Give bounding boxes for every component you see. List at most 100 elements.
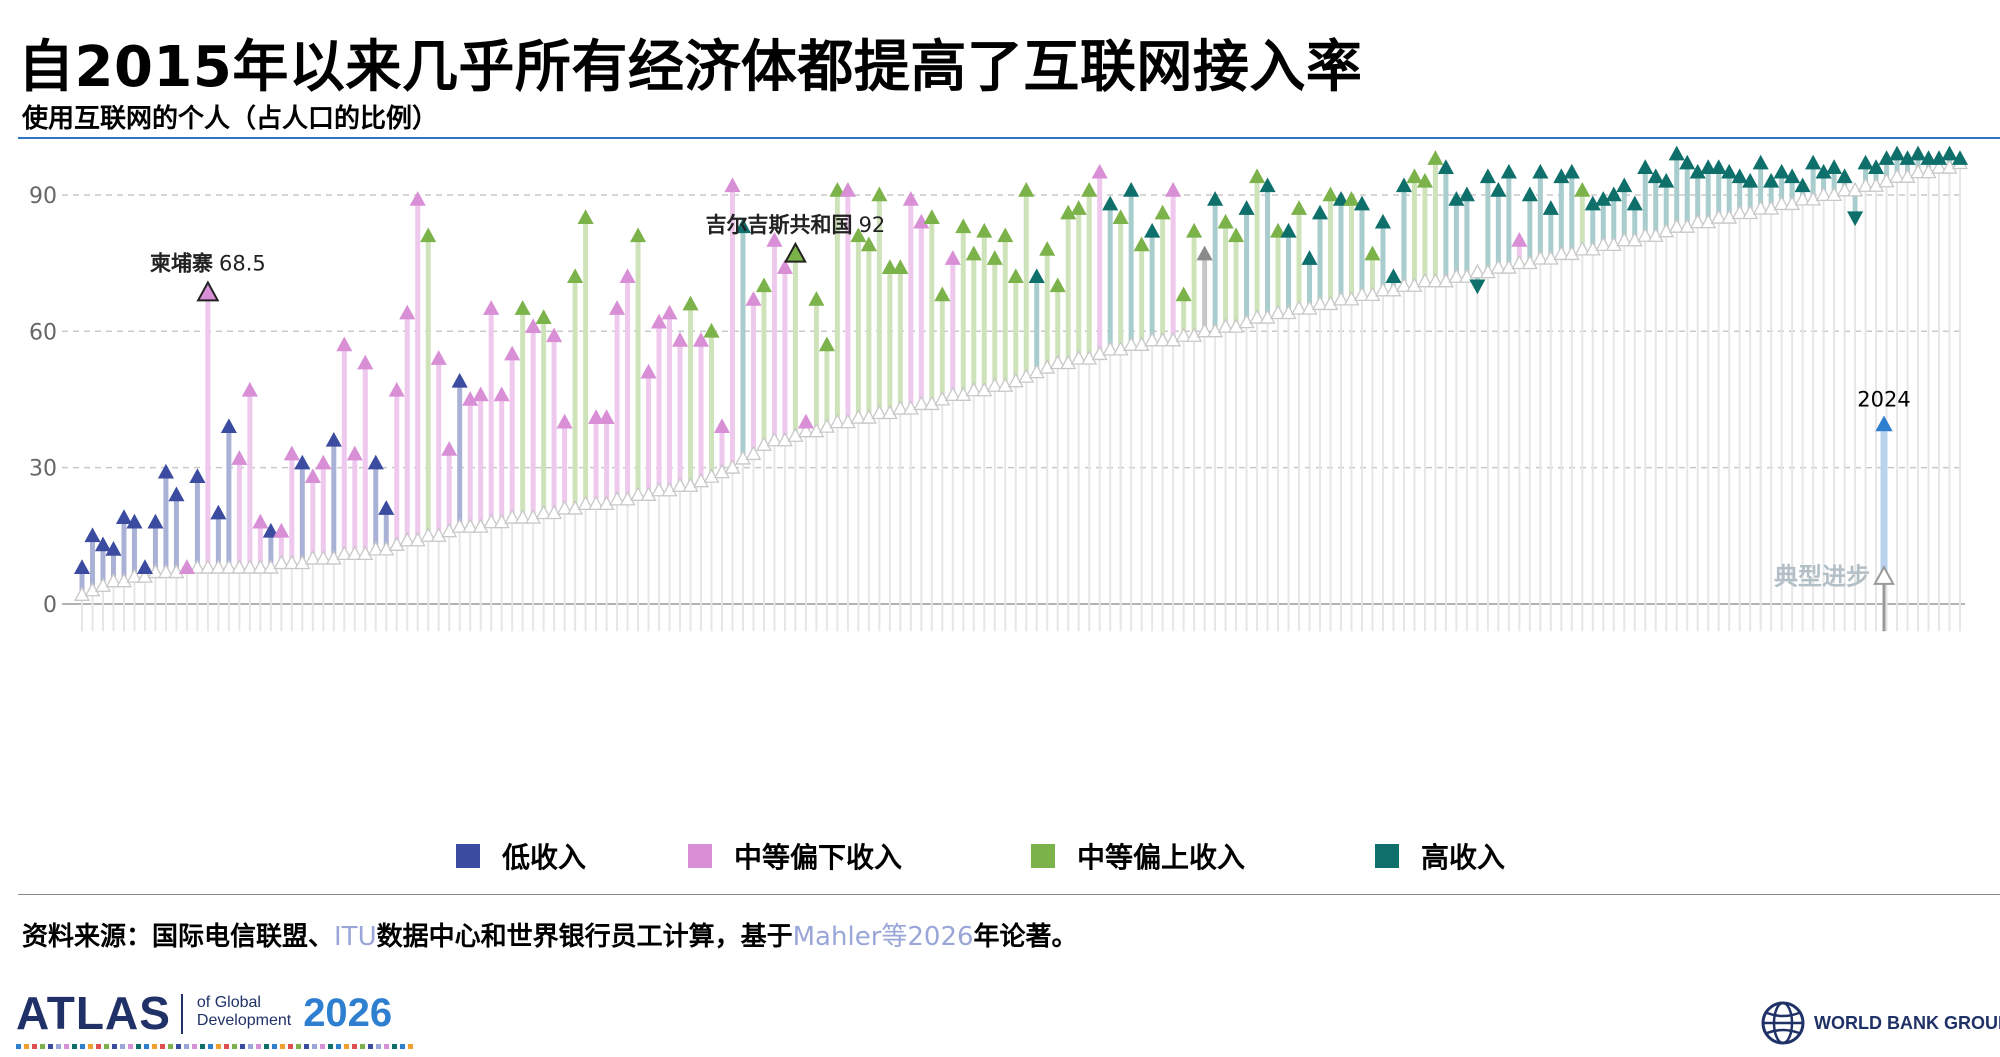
end-2024-marker (997, 227, 1014, 243)
end-2024-marker (567, 268, 584, 284)
end-2024-marker (409, 191, 426, 206)
start-2015-marker (745, 445, 762, 461)
end-2024-marker (1311, 204, 1329, 220)
atlas-dot (272, 1044, 277, 1049)
end-2024-marker (1123, 182, 1140, 197)
start-2015-marker (199, 559, 216, 574)
start-2015-marker (1826, 186, 1843, 201)
start-2015-marker (1039, 359, 1056, 374)
end-2024-marker (1165, 182, 1182, 197)
end-2024-marker (902, 191, 919, 206)
end-2024-marker (336, 336, 353, 352)
end-2024-marker (1060, 204, 1077, 220)
end-2024-marker (168, 486, 185, 502)
world-bank-group-text: WORLD BANK GROUP (1814, 1012, 2000, 1033)
legend: 低收入 中等偏下收入 中等偏上收入 高收入 (0, 836, 2000, 876)
start-2015-marker (619, 490, 636, 506)
atlas-dot (112, 1044, 117, 1049)
end-2024-marker (1280, 222, 1297, 238)
start-2015-marker (1207, 322, 1224, 338)
start-2015-marker (399, 531, 416, 547)
end-2024-marker (1542, 200, 1559, 215)
start-2015-marker (1626, 231, 1643, 247)
end-2024-marker (892, 259, 909, 274)
end-2024-marker (1752, 154, 1769, 170)
end-2024-marker (136, 559, 153, 574)
start-2015-marker (672, 477, 689, 492)
start-2015-marker (1490, 259, 1507, 274)
end-2024-marker (1951, 150, 1969, 165)
start-2015-marker (755, 436, 772, 451)
start-2015-marker (860, 409, 877, 424)
end-2024-marker (1584, 195, 1601, 211)
atlas-dot (96, 1044, 101, 1049)
end-2024-marker (535, 309, 552, 324)
end-2024-marker (976, 222, 993, 238)
end-2024-marker (860, 236, 877, 252)
start-2015-marker (1416, 272, 1433, 288)
end-2024-marker (1731, 168, 1748, 184)
start-2015-marker (640, 486, 657, 501)
start-2015-marker (1899, 168, 1916, 183)
end-2024-marker (1049, 277, 1066, 293)
start-2015-marker (609, 490, 626, 506)
start-2015-marker (1605, 236, 1622, 251)
start-2015-marker (525, 509, 542, 524)
start-2015-marker (734, 450, 751, 465)
end-2024-marker (451, 372, 468, 388)
legend-swatch-low-income (456, 844, 480, 868)
start-2015-marker (661, 481, 678, 497)
end-2024-marker (504, 345, 521, 361)
start-2015-marker (325, 549, 342, 565)
source-link-itu[interactable]: ITU (334, 922, 377, 952)
atlas-dot (256, 1044, 261, 1049)
start-2015-marker (1395, 277, 1412, 292)
start-2015-marker (944, 386, 961, 401)
end-2024-marker (1826, 159, 1843, 174)
start-2015-marker (1689, 213, 1706, 229)
end-2024-marker (357, 354, 374, 370)
atlas-wordmark: ATLAS (16, 987, 171, 1039)
end-2024-marker (1899, 150, 1916, 165)
atlas-subtitle-line-2: Development (196, 1012, 292, 1029)
start-2015-marker (546, 504, 563, 520)
end-2024-marker (1784, 168, 1801, 184)
start-2015-marker (934, 390, 951, 406)
end-2024-marker (1595, 191, 1612, 206)
start-2015-marker (1186, 327, 1203, 342)
start-2015-marker (1584, 240, 1601, 256)
source-link-mahler[interactable]: Mahler等2026 (792, 922, 974, 952)
end-2024-marker (1721, 163, 1738, 179)
atlas-dot (400, 1044, 405, 1049)
end-2024-marker (692, 331, 710, 347)
y-tick-label: 0 (43, 593, 57, 618)
end-2024-marker (1679, 154, 1696, 170)
end-2024-marker (1102, 195, 1119, 211)
start-2015-marker (1595, 236, 1612, 251)
start-2015-marker (808, 422, 825, 438)
chart-subtitle: 使用互联网的个人（占人口的比例） (22, 104, 439, 134)
start-2015-marker (1123, 336, 1140, 351)
end-2024-marker (923, 209, 940, 224)
start-2015-marker (976, 381, 993, 397)
start-2015-marker (1091, 345, 1108, 361)
end-2024-marker (650, 313, 668, 329)
top-divider (18, 137, 2000, 139)
atlas-dot (16, 1044, 21, 1049)
legend-item-low-income: 低收入 (456, 836, 586, 876)
end-2024-marker (178, 559, 195, 574)
legend-label-high-income: 高收入 (1421, 841, 1506, 874)
end-2024-marker (462, 391, 479, 406)
start-2015-marker (451, 518, 468, 533)
end-2024-marker (220, 418, 237, 434)
legend-label-lower-middle-income: 中等偏下收入 (734, 841, 903, 874)
start-2015-marker (1322, 295, 1339, 311)
end-2024-marker (525, 318, 542, 334)
atlas-dot (184, 1044, 189, 1049)
y-tick-label: 30 (29, 457, 57, 482)
source-middle: 数据中心和世界银行员工计算，基于 (376, 922, 793, 952)
start-2015-marker (1847, 181, 1864, 197)
end-2024-marker (1353, 195, 1371, 211)
start-2015-marker (839, 413, 856, 429)
end-2024-marker (850, 227, 867, 243)
